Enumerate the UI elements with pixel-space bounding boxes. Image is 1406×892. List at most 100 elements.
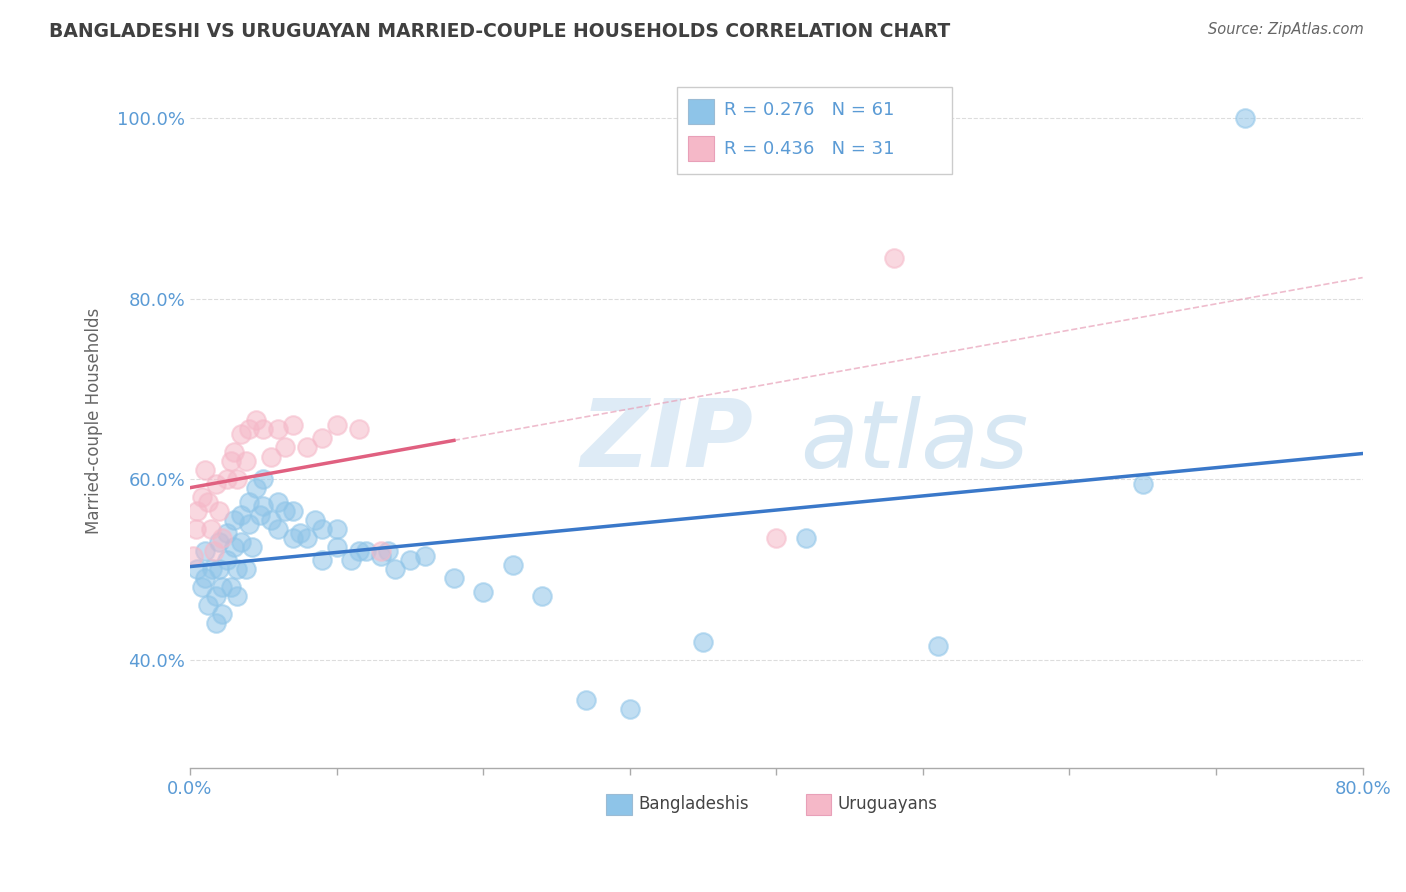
Point xyxy=(215,472,238,486)
Point xyxy=(238,494,260,508)
Point xyxy=(235,454,257,468)
Text: R = 0.436   N = 31: R = 0.436 N = 31 xyxy=(724,140,894,159)
Point xyxy=(222,445,245,459)
Point xyxy=(215,553,238,567)
Point xyxy=(238,422,260,436)
Point xyxy=(1234,111,1257,125)
Point xyxy=(186,562,208,576)
Point xyxy=(202,544,225,558)
Point xyxy=(274,441,297,455)
Point xyxy=(222,513,245,527)
Point xyxy=(249,508,271,523)
Point xyxy=(208,562,231,576)
Point xyxy=(267,522,290,536)
Point xyxy=(927,639,949,653)
Point xyxy=(231,535,253,549)
Point xyxy=(883,251,905,265)
Point xyxy=(794,531,817,545)
Point xyxy=(222,540,245,554)
Point xyxy=(260,450,283,464)
Point xyxy=(384,562,406,576)
FancyBboxPatch shape xyxy=(676,87,952,174)
Point xyxy=(238,517,260,532)
Point xyxy=(575,693,598,707)
Point xyxy=(181,549,204,563)
Point xyxy=(325,417,347,432)
Point xyxy=(304,513,326,527)
Point xyxy=(200,522,222,536)
FancyBboxPatch shape xyxy=(689,99,714,124)
Point xyxy=(245,481,267,495)
Point xyxy=(370,549,392,563)
Point xyxy=(226,590,249,604)
Point xyxy=(219,454,242,468)
Point xyxy=(208,535,231,549)
Point xyxy=(502,558,524,572)
Point xyxy=(377,544,399,558)
Point xyxy=(205,590,228,604)
Point xyxy=(281,503,304,517)
Point xyxy=(245,413,267,427)
Point xyxy=(231,508,253,523)
Text: Source: ZipAtlas.com: Source: ZipAtlas.com xyxy=(1208,22,1364,37)
Point xyxy=(260,513,283,527)
FancyBboxPatch shape xyxy=(806,794,831,815)
Point xyxy=(765,531,787,545)
Point xyxy=(347,544,370,558)
Point xyxy=(201,562,224,576)
Point xyxy=(211,607,233,622)
Point xyxy=(191,580,214,594)
Point xyxy=(267,494,290,508)
Point xyxy=(226,562,249,576)
Point xyxy=(281,417,304,432)
Text: Uruguayans: Uruguayans xyxy=(838,795,938,813)
Point xyxy=(211,580,233,594)
FancyBboxPatch shape xyxy=(606,794,633,815)
Text: ZIP: ZIP xyxy=(581,395,752,487)
Point xyxy=(325,540,347,554)
Point xyxy=(340,553,363,567)
Point xyxy=(297,531,319,545)
Point xyxy=(311,522,333,536)
Point xyxy=(205,616,228,631)
Point xyxy=(215,526,238,541)
Point xyxy=(281,531,304,545)
Point xyxy=(692,634,714,648)
Point xyxy=(311,553,333,567)
Point xyxy=(186,503,208,517)
Point xyxy=(194,544,217,558)
Point xyxy=(197,599,219,613)
Point xyxy=(274,503,297,517)
Point xyxy=(1132,476,1154,491)
Point xyxy=(399,553,422,567)
Point xyxy=(208,503,231,517)
Point xyxy=(325,522,347,536)
Point xyxy=(211,531,233,545)
Point xyxy=(219,580,242,594)
Point xyxy=(267,422,290,436)
Y-axis label: Married-couple Households: Married-couple Households xyxy=(86,307,103,533)
Point xyxy=(413,549,436,563)
Point xyxy=(191,490,214,504)
Point xyxy=(311,432,333,446)
Text: R = 0.276   N = 61: R = 0.276 N = 61 xyxy=(724,102,894,120)
FancyBboxPatch shape xyxy=(689,136,714,161)
Point xyxy=(297,441,319,455)
Point xyxy=(194,571,217,585)
Point xyxy=(472,585,495,599)
Point xyxy=(226,472,249,486)
Point xyxy=(205,476,228,491)
Text: Bangladeshis: Bangladeshis xyxy=(638,795,748,813)
Point xyxy=(231,426,253,441)
Point xyxy=(443,571,465,585)
Point xyxy=(354,544,377,558)
Point xyxy=(197,494,219,508)
Point xyxy=(370,544,392,558)
Point xyxy=(288,526,311,541)
Point xyxy=(619,702,641,716)
Point xyxy=(184,522,207,536)
Point xyxy=(252,422,274,436)
Text: atlas: atlas xyxy=(800,396,1028,487)
Text: BANGLADESHI VS URUGUAYAN MARRIED-COUPLE HOUSEHOLDS CORRELATION CHART: BANGLADESHI VS URUGUAYAN MARRIED-COUPLE … xyxy=(49,22,950,41)
Point xyxy=(240,540,263,554)
